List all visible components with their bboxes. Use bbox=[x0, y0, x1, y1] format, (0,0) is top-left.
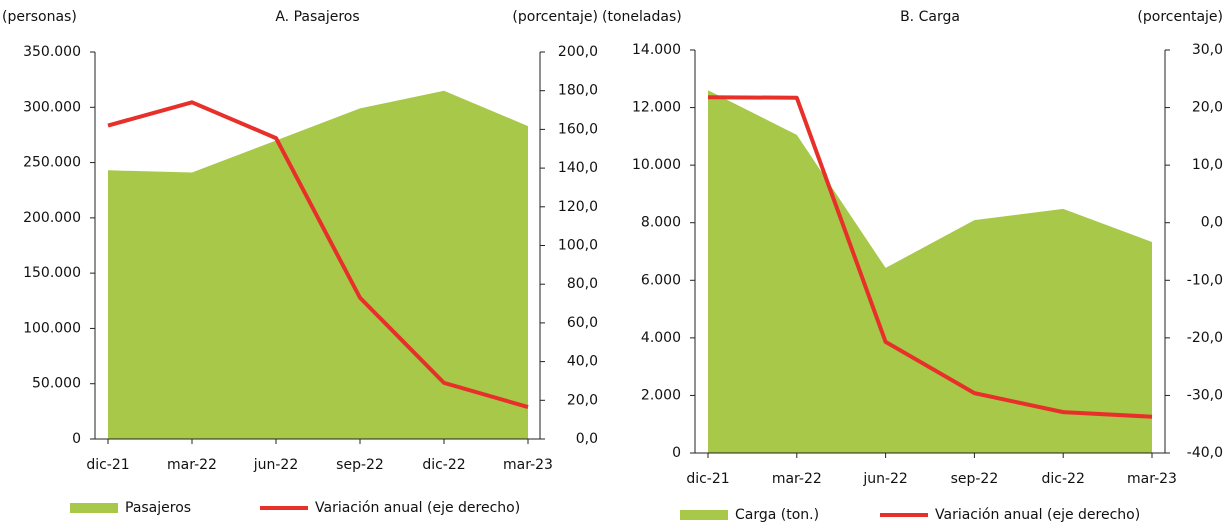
y2-axis-label: (porcentaje) bbox=[512, 9, 598, 25]
x-tick-label: dic-22 bbox=[422, 457, 465, 473]
y2-tick-label: -10,0 bbox=[1187, 272, 1223, 288]
line bbox=[707, 95, 1153, 419]
y2-tick-label: 80,0 bbox=[567, 276, 598, 292]
legend-swatch bbox=[70, 503, 118, 513]
y-tick-label: 350.000 bbox=[23, 44, 81, 60]
y2-tick-label: 0,0 bbox=[1201, 215, 1223, 231]
y-tick-label: 2.000 bbox=[641, 387, 681, 403]
y2-tick-label: 200,0 bbox=[558, 44, 598, 60]
x-tick-label: mar-23 bbox=[503, 457, 553, 473]
y2-tick-label: 120,0 bbox=[558, 199, 598, 215]
area bbox=[708, 90, 1152, 454]
x-tick-label: mar-22 bbox=[772, 471, 822, 487]
y-tick-label: 150.000 bbox=[23, 265, 81, 281]
y-tick-label: 8.000 bbox=[641, 215, 681, 231]
y2-tick-label: 0,0 bbox=[576, 431, 598, 447]
y-tick-label: 200.000 bbox=[23, 210, 81, 226]
y2-tick-label: -40,0 bbox=[1187, 445, 1223, 461]
y-tick-label: 4.000 bbox=[641, 330, 681, 346]
y2-tick-label: 20,0 bbox=[1192, 100, 1223, 116]
y2-tick-label: 100,0 bbox=[558, 238, 598, 254]
x-tick-label: jun-22 bbox=[253, 457, 299, 473]
legend-label: Carga (ton.) bbox=[735, 507, 819, 523]
line bbox=[107, 100, 529, 409]
x-tick-label: jun-22 bbox=[862, 471, 908, 487]
x-tick-label: mar-23 bbox=[1127, 471, 1177, 487]
y-tick-label: 6.000 bbox=[641, 272, 681, 288]
y-tick-label: 50.000 bbox=[32, 376, 81, 392]
legend-label: Pasajeros bbox=[125, 500, 191, 516]
x-tick-label: mar-22 bbox=[167, 457, 217, 473]
x-tick-label: sep-22 bbox=[336, 457, 384, 473]
y-tick-label: 100.000 bbox=[23, 320, 81, 336]
x-tick-label: sep-22 bbox=[951, 471, 999, 487]
y-tick-label: 0 bbox=[72, 431, 81, 447]
y2-tick-label: 20,0 bbox=[567, 392, 598, 408]
chart-title: B. Carga bbox=[900, 9, 960, 25]
legend-label: Variación anual (eje derecho) bbox=[935, 507, 1140, 523]
y2-tick-label: 140,0 bbox=[558, 160, 598, 176]
y-tick-label: 10.000 bbox=[632, 157, 681, 173]
y-tick-label: 250.000 bbox=[23, 155, 81, 171]
x-tick-label: dic-21 bbox=[686, 471, 729, 487]
y2-tick-label: 180,0 bbox=[558, 83, 598, 99]
y2-tick-label: 10,0 bbox=[1192, 157, 1223, 173]
y2-tick-label: 160,0 bbox=[558, 121, 598, 137]
y2-tick-label: 30,0 bbox=[1192, 42, 1223, 58]
y-tick-label: 14.000 bbox=[632, 42, 681, 58]
y2-axis-label: (porcentaje) bbox=[1137, 9, 1223, 25]
y-axis-label: (personas) bbox=[2, 9, 77, 25]
area bbox=[108, 90, 528, 439]
y-tick-label: 12.000 bbox=[632, 100, 681, 116]
y2-tick-label: -20,0 bbox=[1187, 330, 1223, 346]
chart-title: A. Pasajeros bbox=[275, 9, 359, 25]
x-tick-label: dic-22 bbox=[1042, 471, 1085, 487]
legend-swatch bbox=[680, 510, 728, 520]
y-axis-label: (toneladas) bbox=[602, 9, 682, 25]
y2-tick-label: 60,0 bbox=[567, 315, 598, 331]
legend-label: Variación anual (eje derecho) bbox=[315, 500, 520, 516]
x-tick-label: dic-21 bbox=[86, 457, 129, 473]
y2-tick-label: 40,0 bbox=[567, 354, 598, 370]
y-tick-label: 0 bbox=[672, 445, 681, 461]
y-tick-label: 300.000 bbox=[23, 99, 81, 115]
y2-tick-label: -30,0 bbox=[1187, 387, 1223, 403]
